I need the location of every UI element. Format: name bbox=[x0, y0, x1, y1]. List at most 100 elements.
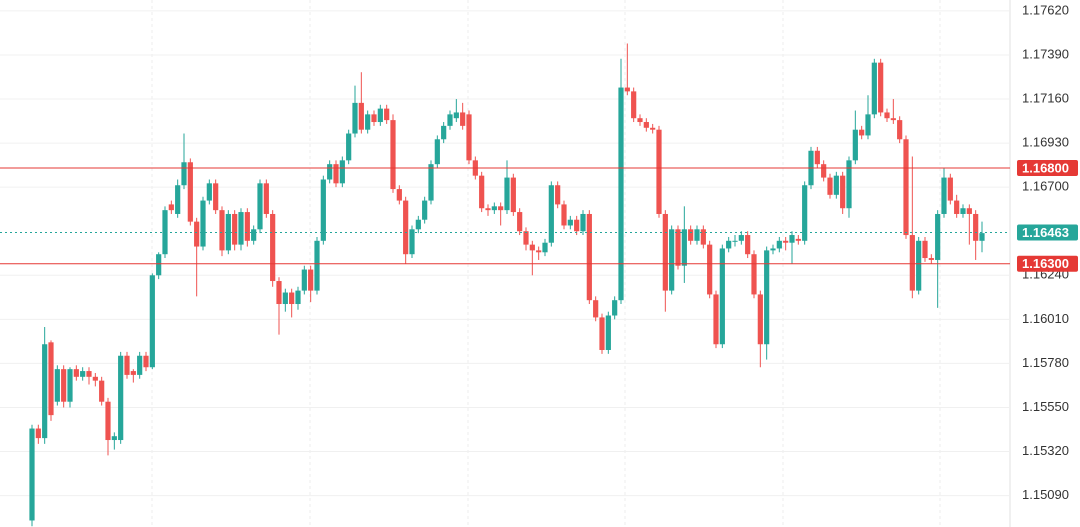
candle-body bbox=[979, 233, 985, 241]
y-tick-label: 1.17160 bbox=[1022, 90, 1069, 105]
candle-body bbox=[941, 177, 947, 214]
candle-body bbox=[67, 369, 73, 402]
candle-body bbox=[238, 212, 244, 245]
candle-body bbox=[251, 229, 257, 241]
candle-body bbox=[213, 183, 219, 211]
y-tick-label: 1.16700 bbox=[1022, 179, 1069, 194]
y-tick-label: 1.15780 bbox=[1022, 355, 1069, 370]
candle-body bbox=[631, 91, 637, 119]
candle-body bbox=[707, 244, 713, 295]
candle-body bbox=[713, 294, 719, 345]
candle-body bbox=[656, 129, 662, 214]
candle-body bbox=[29, 428, 35, 521]
price-badge-label: 1.16300 bbox=[1022, 256, 1069, 271]
candle-body bbox=[580, 213, 586, 232]
candle-body bbox=[814, 150, 820, 165]
candle-body bbox=[314, 240, 320, 291]
candle-body bbox=[447, 114, 453, 126]
price-badge bbox=[1017, 160, 1078, 177]
candle-body bbox=[846, 160, 852, 209]
candle-body bbox=[453, 112, 459, 119]
candle-body bbox=[802, 185, 808, 241]
candle-body bbox=[542, 242, 548, 253]
candle-body bbox=[675, 229, 681, 266]
candle-body bbox=[289, 292, 295, 305]
candle-body bbox=[916, 240, 922, 291]
candle-body bbox=[181, 162, 187, 186]
candle-body bbox=[561, 204, 567, 226]
candle-body bbox=[358, 102, 364, 130]
candle-body bbox=[529, 244, 535, 251]
candle-body bbox=[295, 290, 301, 305]
candle-body bbox=[738, 235, 744, 241]
candle-body bbox=[865, 114, 871, 136]
candle-body bbox=[605, 315, 611, 350]
candle-body bbox=[776, 240, 782, 249]
candle-body bbox=[909, 235, 915, 291]
candle-body bbox=[282, 292, 288, 305]
candle-body bbox=[586, 213, 592, 301]
candle-body bbox=[73, 369, 79, 377]
candle-body bbox=[428, 164, 434, 201]
candle-body bbox=[878, 62, 884, 113]
y-tick-label: 1.15550 bbox=[1022, 399, 1069, 414]
candle-body bbox=[396, 189, 402, 201]
candle-body bbox=[346, 133, 352, 161]
price-badge-label: 1.16463 bbox=[1022, 225, 1069, 240]
candle-body bbox=[833, 175, 839, 195]
candle-body bbox=[960, 208, 966, 214]
candle-body bbox=[928, 258, 934, 260]
candle-body bbox=[770, 248, 776, 251]
candle-body bbox=[827, 177, 833, 195]
candle-body bbox=[548, 185, 554, 243]
candle-body bbox=[618, 87, 624, 301]
y-tick-label: 1.17390 bbox=[1022, 46, 1069, 61]
candle-body bbox=[783, 240, 789, 243]
candle-body bbox=[859, 129, 865, 136]
candle-body bbox=[719, 248, 725, 345]
candle-body bbox=[35, 428, 41, 439]
y-tick-label: 1.15090 bbox=[1022, 487, 1069, 502]
candle-body bbox=[339, 160, 345, 184]
candle-body bbox=[871, 62, 877, 115]
candle-body bbox=[415, 219, 421, 230]
candle-body bbox=[460, 112, 466, 126]
candle-body bbox=[409, 229, 415, 255]
y-tick-label: 1.15320 bbox=[1022, 443, 1069, 458]
candle-body bbox=[371, 114, 377, 123]
candle-body bbox=[175, 185, 181, 214]
candle-body bbox=[92, 376, 98, 381]
candle-body bbox=[422, 200, 428, 220]
candle-body bbox=[320, 179, 326, 241]
candle-body bbox=[821, 164, 827, 178]
candle-body bbox=[187, 162, 193, 222]
candle-body bbox=[681, 229, 687, 266]
price-badge bbox=[1017, 224, 1078, 241]
candle-body bbox=[700, 229, 706, 245]
candle-body bbox=[947, 177, 953, 201]
y-tick-label: 1.16010 bbox=[1022, 311, 1069, 326]
candle-body bbox=[111, 436, 117, 441]
candle-body bbox=[130, 371, 136, 375]
candle-body bbox=[156, 254, 162, 276]
candle-body bbox=[143, 355, 149, 368]
candle-body bbox=[80, 371, 86, 377]
candle-body bbox=[751, 254, 757, 295]
candle-body bbox=[662, 213, 668, 291]
candle-body bbox=[276, 281, 282, 305]
candle-body bbox=[333, 164, 339, 184]
candle-body bbox=[757, 294, 763, 345]
candle-body bbox=[973, 213, 979, 241]
y-tick-label: 1.17620 bbox=[1022, 2, 1069, 17]
candle-body bbox=[517, 212, 523, 232]
candle-body bbox=[384, 108, 390, 121]
candle-body bbox=[903, 139, 909, 236]
candle-body bbox=[48, 342, 54, 416]
candle-body bbox=[498, 206, 504, 211]
candle-body bbox=[491, 206, 497, 211]
candle-body bbox=[54, 369, 60, 402]
candle-body bbox=[599, 317, 605, 350]
candle-body bbox=[301, 269, 307, 291]
candle-body bbox=[99, 380, 105, 402]
